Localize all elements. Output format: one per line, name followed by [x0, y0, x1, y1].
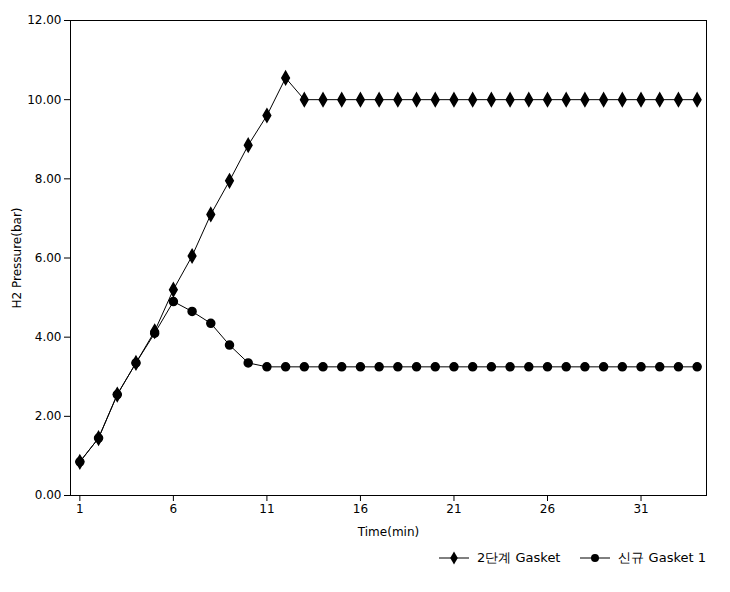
svg-text:12.00: 12.00 — [27, 13, 61, 27]
svg-text:H2 Pressure(bar): H2 Pressure(bar) — [10, 208, 24, 309]
svg-text:4.00: 4.00 — [35, 330, 62, 344]
svg-text:21: 21 — [446, 502, 461, 516]
svg-text:Time(min): Time(min) — [357, 525, 419, 539]
svg-text:6: 6 — [170, 502, 178, 516]
svg-text:11: 11 — [259, 502, 274, 516]
html-text:2단계 Gasket: 2단계 Gasket — [477, 550, 561, 565]
svg-text:26: 26 — [540, 502, 555, 516]
svg-text:2.00: 2.00 — [35, 409, 62, 423]
svg-text:0.00: 0.00 — [35, 488, 62, 502]
html-text:신규 Gasket 1: 신규 Gasket 1 — [618, 550, 706, 565]
svg-text:1: 1 — [76, 502, 84, 516]
svg-text:31: 31 — [633, 502, 648, 516]
svg-text:16: 16 — [353, 502, 368, 516]
svg-text:10.00: 10.00 — [27, 93, 61, 107]
svg-text:6.00: 6.00 — [35, 251, 62, 265]
svg-text:8.00: 8.00 — [35, 172, 62, 186]
